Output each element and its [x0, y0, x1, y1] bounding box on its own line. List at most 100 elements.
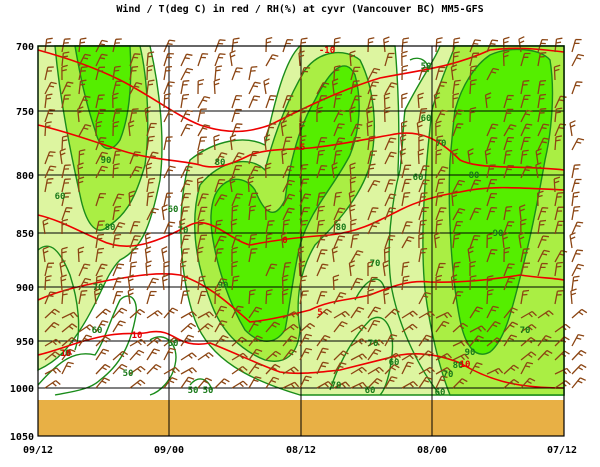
wind-barb — [469, 260, 476, 276]
wind-barb — [367, 150, 377, 165]
wind-barb — [401, 92, 408, 109]
wind-barb — [383, 246, 391, 263]
wind-barb — [417, 92, 424, 109]
wind-barb — [299, 347, 313, 361]
wind-barb — [451, 148, 459, 165]
wind-barb — [401, 361, 414, 375]
wind-barb — [213, 134, 220, 151]
rh-label: 60 — [413, 173, 424, 183]
wind-barb — [248, 81, 261, 95]
x-tick-label: 09/00 — [154, 445, 184, 456]
wind-barb — [384, 333, 398, 347]
wind-barb — [418, 366, 435, 375]
wind-barb — [383, 106, 391, 123]
wind-barb — [180, 367, 197, 375]
wind-barb — [163, 65, 173, 81]
wind-barb — [163, 221, 176, 235]
wind-barb — [520, 165, 533, 179]
wind-barb — [299, 193, 312, 207]
wind-barb — [469, 235, 481, 249]
wind-barb — [503, 334, 517, 347]
wind-barb — [61, 164, 71, 179]
wind-barb — [452, 291, 464, 305]
wind-barb — [146, 135, 155, 151]
rh-label: 60 — [168, 339, 179, 349]
wind-barb — [401, 164, 412, 179]
wind-barb — [486, 123, 499, 137]
rh-60-contour-bottom — [149, 336, 177, 396]
rh-label: 60 — [421, 114, 432, 124]
wind-barb — [418, 192, 428, 207]
rh-labels: 90 80 70 60 50 60 80 70 90 60 70 50 50 6… — [55, 62, 531, 398]
wind-barb — [248, 306, 263, 319]
wind-barb — [146, 277, 159, 291]
wind-barb — [231, 246, 238, 262]
wind-barb — [503, 149, 513, 165]
wind-barb — [401, 221, 413, 235]
wind-barb — [435, 191, 444, 207]
wind-barb — [197, 234, 208, 249]
wind-barb — [433, 92, 441, 109]
wind-barb — [144, 106, 151, 123]
wind-barb — [128, 190, 136, 207]
wind-barb — [112, 80, 123, 95]
wind-barb — [248, 233, 257, 249]
rh-label: 50 — [421, 62, 432, 72]
wind-barb — [248, 348, 263, 361]
wind-barb — [401, 236, 415, 249]
rh-50-contour-bottom — [189, 378, 213, 391]
wind-barb — [161, 246, 168, 263]
wind-barb — [537, 249, 550, 263]
wind-barb — [231, 152, 245, 165]
wind-barb — [503, 277, 515, 291]
wind-barb — [112, 290, 124, 305]
wind-barb — [333, 93, 343, 109]
wind-barb — [518, 232, 525, 249]
wind-barb — [163, 260, 170, 276]
wind-barb — [61, 192, 71, 207]
wind-barb — [197, 275, 206, 291]
wind-barb — [197, 108, 207, 123]
rh-label: 70 — [520, 326, 531, 336]
wind-barb — [231, 275, 240, 291]
wind-barb — [333, 321, 348, 333]
wind-barb — [197, 206, 208, 221]
wind-barb — [129, 81, 143, 95]
wind-barb — [265, 363, 281, 375]
wind-barb — [503, 108, 514, 123]
wind-barb — [316, 263, 329, 277]
wind-barb — [129, 248, 139, 263]
temperature-label: -10 — [319, 46, 335, 56]
wind-barb — [537, 52, 547, 67]
wind-barb — [452, 109, 464, 123]
wind-barb — [418, 291, 432, 305]
wind-barb — [265, 95, 277, 109]
wind-barb — [350, 306, 365, 319]
wind-barb — [248, 248, 258, 263]
wind-barb — [401, 50, 408, 67]
wind-barb — [418, 334, 433, 347]
wind-barb — [486, 367, 504, 375]
wind-barb — [248, 192, 259, 207]
wind-barb — [144, 232, 152, 249]
wind-barb — [196, 246, 204, 263]
wind-barb — [384, 376, 398, 389]
wind-barb — [163, 136, 173, 151]
wind-barb — [537, 93, 547, 109]
rh-50-contour-left — [37, 295, 137, 396]
wind-barb — [197, 124, 211, 137]
wind-barb — [112, 350, 129, 361]
wind-barb — [248, 320, 262, 333]
rh-label: 90 — [218, 281, 229, 291]
wind-barb — [401, 381, 418, 389]
wind-barb — [44, 121, 52, 137]
wind-barb — [95, 377, 110, 389]
wind-barb — [95, 263, 108, 277]
wind-barb — [146, 191, 155, 207]
wind-barb — [229, 50, 236, 67]
wind-barb — [95, 348, 110, 361]
wind-barb — [265, 54, 279, 67]
wind-barb — [316, 381, 333, 389]
wind-barb — [197, 311, 214, 319]
wind-barb — [299, 290, 309, 305]
